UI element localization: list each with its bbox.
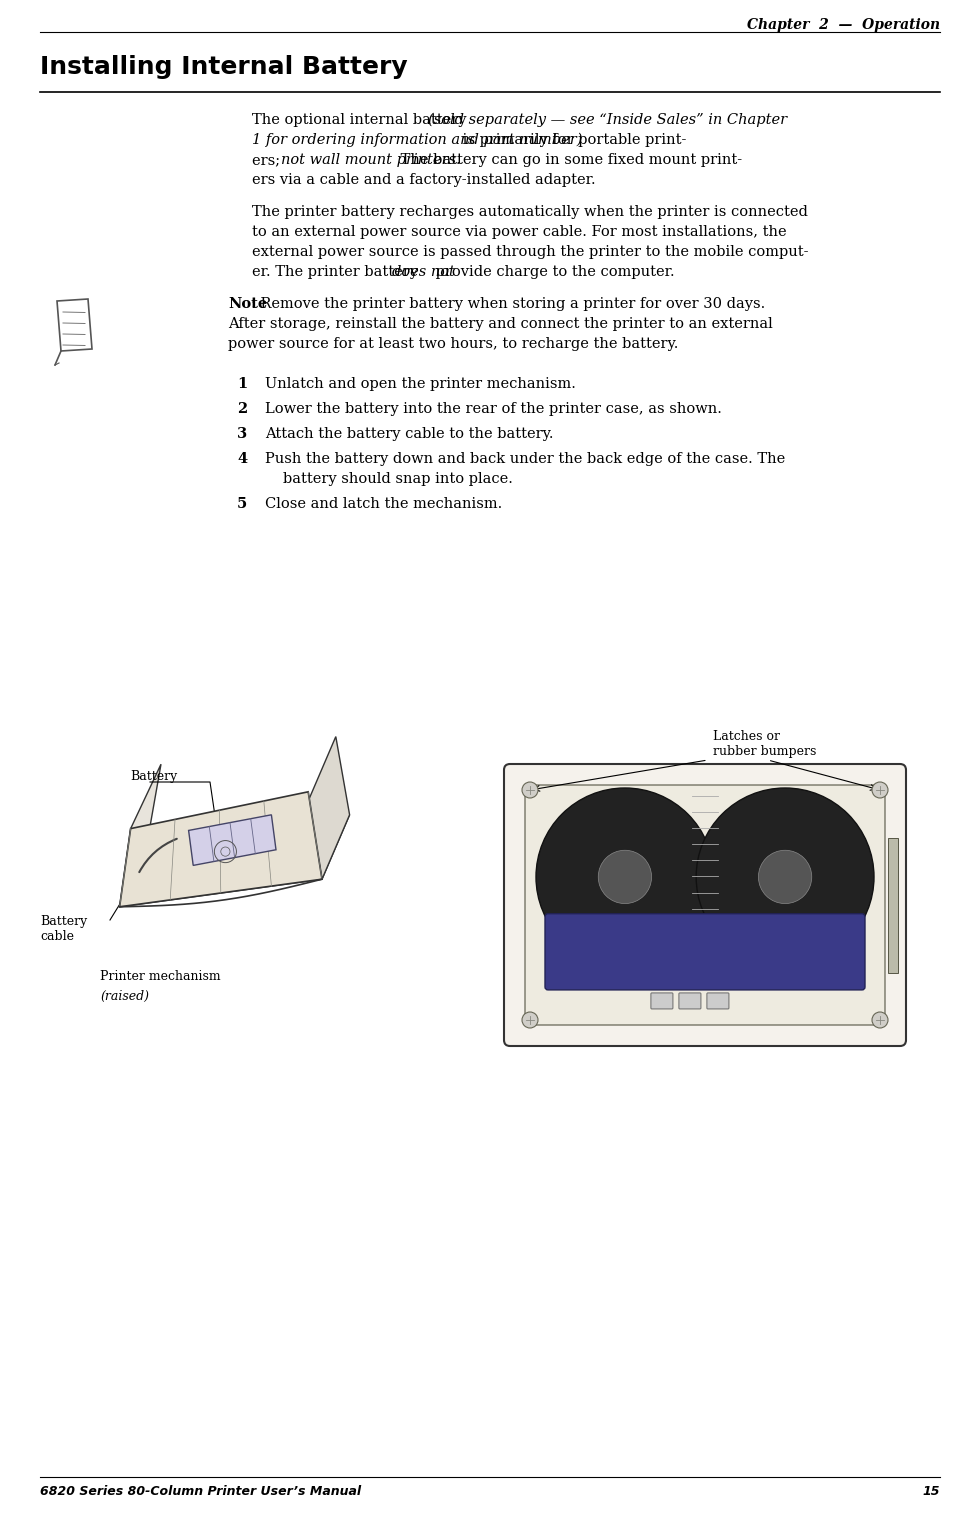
Text: Push the battery down and back under the back edge of the case. The: Push the battery down and back under the…: [265, 451, 785, 467]
Polygon shape: [308, 736, 350, 879]
Text: 5: 5: [237, 497, 247, 511]
Circle shape: [598, 850, 651, 903]
FancyBboxPatch shape: [678, 992, 701, 1009]
Circle shape: [536, 788, 713, 967]
Circle shape: [872, 782, 888, 798]
Text: Printer mechanism: Printer mechanism: [100, 970, 221, 983]
Text: The battery can go in some fixed mount print-: The battery can go in some fixed mount p…: [397, 153, 743, 167]
Text: Lower the battery into the rear of the printer case, as shown.: Lower the battery into the rear of the p…: [265, 401, 722, 417]
Bar: [888, 838, 898, 973]
Text: 1: 1: [237, 377, 247, 391]
Text: does not: does not: [393, 265, 455, 279]
Text: Unlatch and open the printer mechanism.: Unlatch and open the printer mechanism.: [265, 377, 575, 391]
Text: After storage, reinstall the battery and connect the printer to an external: After storage, reinstall the battery and…: [228, 317, 773, 330]
Text: : Remove the printer battery when storing a printer for over 30 days.: : Remove the printer battery when storin…: [252, 297, 766, 311]
Text: Battery
cable: Battery cable: [40, 915, 87, 942]
Text: (sold separately — see “Inside Sales” in Chapter: (sold separately — see “Inside Sales” in…: [428, 114, 786, 127]
FancyBboxPatch shape: [525, 785, 885, 1026]
Polygon shape: [189, 815, 276, 865]
Text: provide charge to the computer.: provide charge to the computer.: [431, 265, 675, 279]
Polygon shape: [120, 792, 322, 907]
Text: 15: 15: [922, 1485, 940, 1498]
Text: 2: 2: [237, 401, 247, 417]
Text: to an external power source via power cable. For most installations, the: to an external power source via power ca…: [252, 226, 786, 239]
Text: power source for at least two hours, to recharge the battery.: power source for at least two hours, to …: [228, 336, 678, 351]
Text: 6820 Series 80-Column Printer User’s Manual: 6820 Series 80-Column Printer User’s Man…: [40, 1485, 362, 1498]
Text: battery should snap into place.: battery should snap into place.: [283, 473, 513, 486]
Text: 3: 3: [237, 427, 247, 441]
FancyBboxPatch shape: [651, 992, 673, 1009]
Text: 1 for ordering information and part number): 1 for ordering information and part numb…: [252, 133, 582, 147]
Text: 4: 4: [237, 451, 247, 467]
Circle shape: [872, 1012, 888, 1029]
Text: The optional internal battery: The optional internal battery: [252, 114, 471, 127]
Text: (raised): (raised): [100, 989, 149, 1003]
Text: external power source is passed through the printer to the mobile comput-: external power source is passed through …: [252, 245, 809, 259]
Text: ers via a cable and a factory-installed adapter.: ers via a cable and a factory-installed …: [252, 173, 596, 186]
Circle shape: [758, 850, 812, 903]
Text: Chapter  2  —  Operation: Chapter 2 — Operation: [746, 18, 940, 32]
Text: Note: Note: [228, 297, 267, 311]
Text: Attach the battery cable to the battery.: Attach the battery cable to the battery.: [265, 427, 553, 441]
Text: Installing Internal Battery: Installing Internal Battery: [40, 55, 407, 79]
Circle shape: [696, 788, 874, 967]
Text: Battery: Battery: [130, 770, 177, 783]
Text: is primarily for portable print-: is primarily for portable print-: [458, 133, 686, 147]
Polygon shape: [120, 764, 161, 907]
FancyBboxPatch shape: [707, 992, 729, 1009]
Text: not wall mount printers.: not wall mount printers.: [281, 153, 461, 167]
Circle shape: [522, 782, 538, 798]
Text: The printer battery recharges automatically when the printer is connected: The printer battery recharges automatica…: [252, 205, 808, 220]
FancyBboxPatch shape: [504, 764, 906, 1045]
Polygon shape: [120, 815, 350, 907]
FancyBboxPatch shape: [545, 914, 865, 989]
Circle shape: [522, 1012, 538, 1029]
Text: Close and latch the mechanism.: Close and latch the mechanism.: [265, 497, 503, 511]
Text: ers;: ers;: [252, 153, 285, 167]
Text: Latches or
rubber bumpers: Latches or rubber bumpers: [712, 730, 816, 758]
Text: er. The printer battery: er. The printer battery: [252, 265, 423, 279]
